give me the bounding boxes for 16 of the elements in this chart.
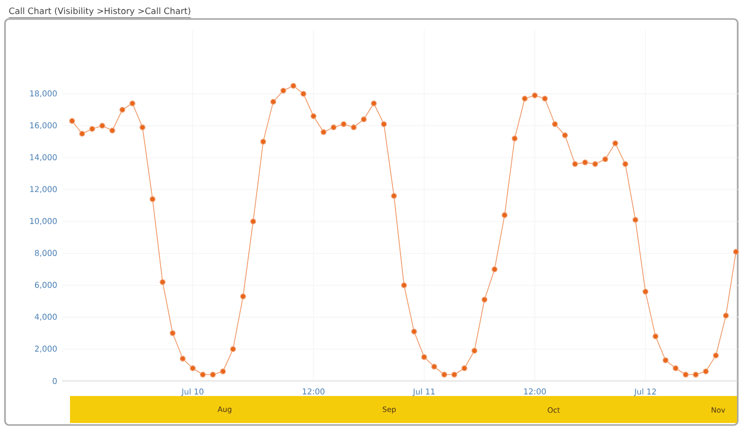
x-tick-label: Jul 11 [412,388,435,396]
y-tick-label: 18,000 [30,90,57,98]
x-tick-label: 12:00 [302,388,324,394]
y-tick-label: 0 [52,378,57,384]
x-tick-label: 12:00 [524,388,546,394]
y-tick-label: 12,000 [30,186,57,193]
y-tick-label: 10,000 [30,218,57,225]
y-tick-label: 8,000 [34,250,57,257]
y-tick-label: 2,000 [34,346,57,353]
x-tick-label: Jul 12 [634,388,656,396]
y-tick-label: 4,000 [34,314,57,321]
y-tick-label: 14,000 [30,154,57,162]
x-tick-label: Jul 10 [181,388,204,396]
chart-title: Call Chart (Visibility >History >Call Chart) [9,7,190,16]
y-tick-label: 6,000 [34,282,57,289]
y-tick-label: 16,000 [30,122,57,130]
